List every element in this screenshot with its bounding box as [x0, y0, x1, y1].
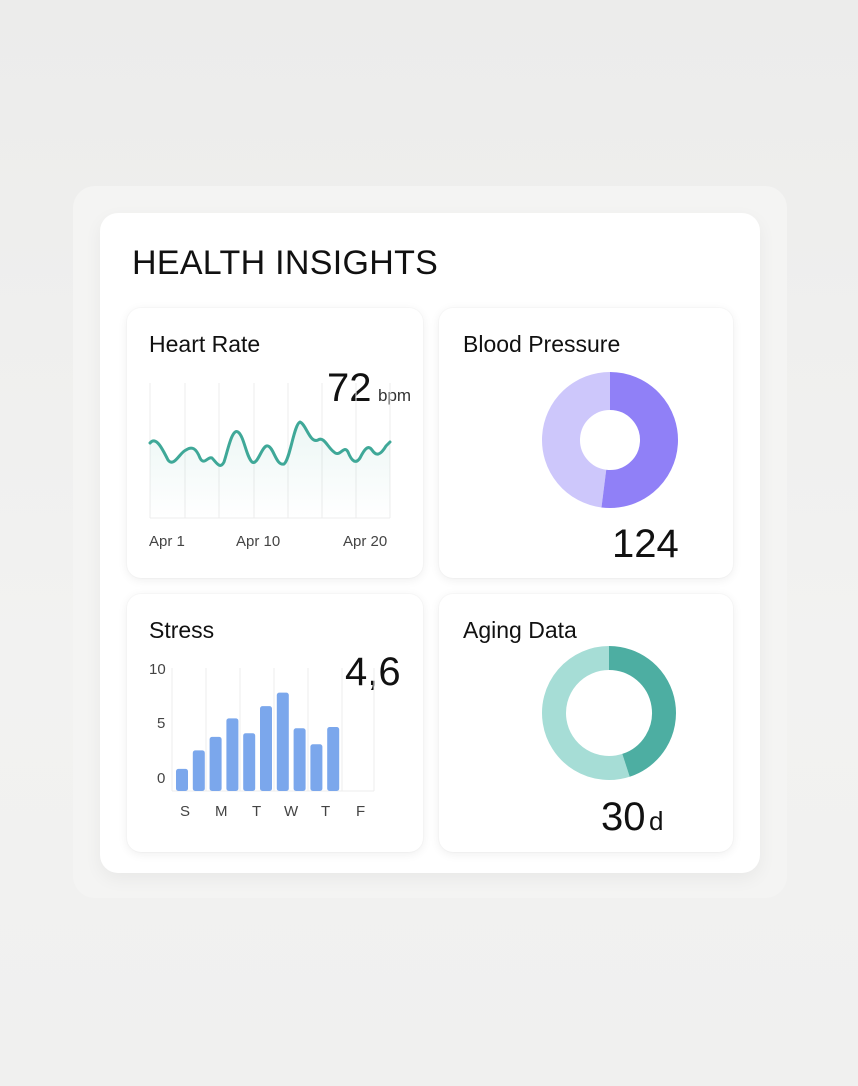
aging-data-segment-primary: [608, 646, 676, 777]
stress-label: Stress: [149, 617, 215, 643]
stress-y-tick: 10: [149, 661, 166, 678]
stress-bar: [209, 736, 222, 791]
aging-data-value: 30: [601, 795, 646, 839]
heart-rate-unit: bpm: [378, 386, 412, 405]
stress-value: 4,6: [345, 650, 401, 694]
stress-gridlines: [171, 668, 375, 792]
stress-bar: [276, 692, 289, 791]
stress-day-label: T: [321, 803, 330, 820]
aging-data-label: Aging Data: [463, 617, 577, 643]
stress-day-label: T: [252, 803, 261, 820]
blood-pressure-segment-secondary: [542, 372, 611, 508]
aging-data-unit: d: [649, 806, 664, 836]
heart-rate-x-label: Apr 20: [343, 533, 387, 550]
stress-y-tick: 0: [157, 770, 165, 787]
stress-bar: [310, 744, 323, 791]
blood-pressure-segment-primary: [601, 372, 678, 508]
blood-pressure-card[interactable]: [439, 308, 733, 578]
page-title: HEALTH INSIGHTS: [132, 244, 439, 282]
blood-pressure-label: Blood Pressure: [463, 331, 621, 357]
heart-rate-area: [150, 422, 390, 518]
stress-y-tick: 5: [157, 715, 165, 732]
stress-day-label: M: [215, 803, 228, 820]
stress-bar: [293, 728, 306, 791]
stress-bar: [176, 768, 188, 791]
heart-rate-card[interactable]: [127, 308, 423, 578]
stress-bar: [243, 733, 256, 791]
blood-pressure-value: 124: [612, 522, 679, 566]
stress-day-label: S: [180, 803, 190, 820]
stress-bar: [260, 706, 272, 791]
aging-data-card[interactable]: [439, 594, 733, 852]
aging-data-segment-secondary: [542, 646, 630, 780]
stress-day-label: F: [356, 803, 365, 820]
stress-bar: [226, 718, 239, 791]
stress-bar: [192, 750, 205, 791]
heart-rate-value: 72: [327, 366, 372, 410]
stress-bars: [176, 692, 340, 791]
heart-rate-x-label: Apr 10: [236, 533, 280, 550]
stress-day-label: W: [284, 803, 299, 820]
heart-rate-x-label: Apr 1: [149, 533, 185, 550]
heart-rate-line: [148, 420, 392, 467]
heart-rate-label: Heart Rate: [149, 331, 261, 357]
stress-bar: [327, 727, 340, 791]
